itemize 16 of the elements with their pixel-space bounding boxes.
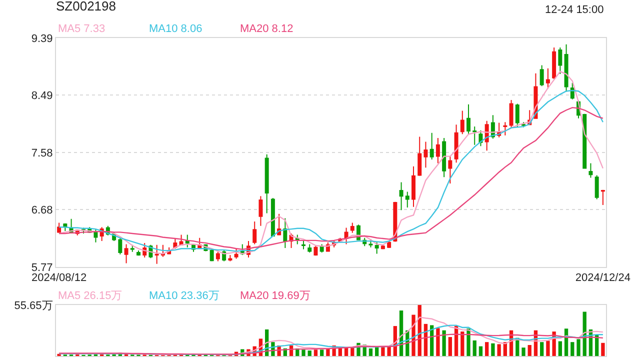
x-tick-label: 2024/08/12 [32, 272, 87, 284]
text: MA10 8.06 [149, 23, 202, 35]
y-tick-label: 7.58 [31, 147, 53, 160]
text: MA5 7.33 [58, 23, 106, 35]
text: MA20 8.12 [240, 23, 294, 35]
text: MA10 23.36万 [149, 290, 220, 302]
x-tick-label: 2024/12/24 [575, 272, 630, 284]
y-tick-label: 6.68 [31, 204, 53, 216]
text: MA5 26.15万 [58, 290, 122, 302]
y-tick-label: 5.77 [31, 262, 53, 274]
text: 12-24 15:00 [545, 4, 604, 16]
y-tick-label: 8.49 [31, 90, 53, 102]
y-tick-label: 9.39 [31, 32, 53, 45]
y-tick-label: 55.65万 [14, 300, 53, 312]
chart-title: SZ002198 [56, 0, 116, 14]
text: MA20 19.69万 [240, 290, 310, 302]
